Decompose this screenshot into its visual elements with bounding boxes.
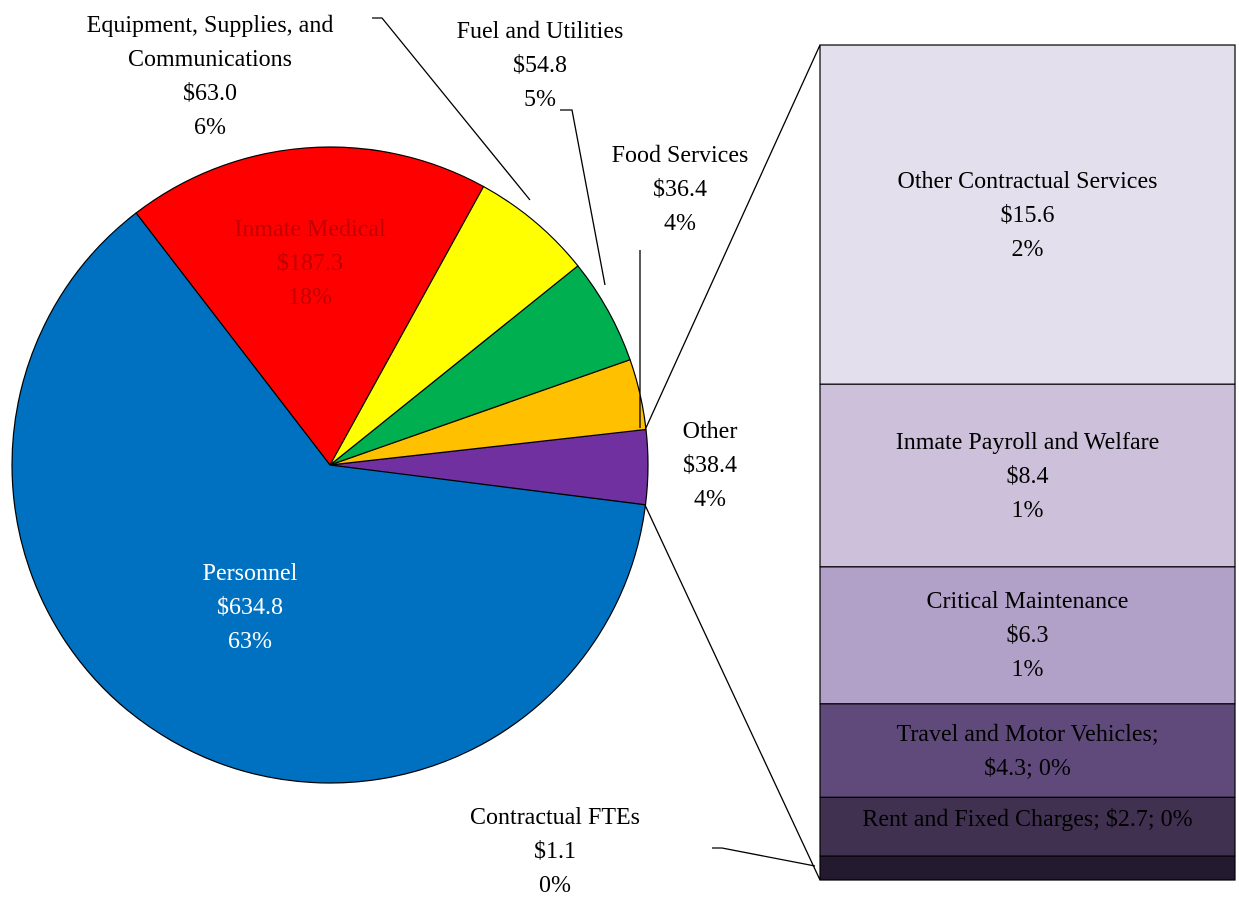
label-part: 0% xyxy=(539,872,571,898)
label-part: Contractual FTEs xyxy=(470,804,640,830)
data-label: Other Contractual Services $15.6 2% xyxy=(820,45,1235,384)
data-label-text: Other $38.4 4% xyxy=(640,414,780,524)
label-part: 63% xyxy=(228,628,272,654)
label-part: 1% xyxy=(1011,656,1044,683)
data-label-text: Food Services $36.4 4% xyxy=(560,138,800,248)
label-part: 5% xyxy=(524,86,556,112)
data-label-text: Inmate Payroll and Welfare $8.4 1% xyxy=(820,384,1235,567)
data-label: Food Services $36.4 4% xyxy=(560,138,800,248)
label-part: 1% xyxy=(1011,496,1044,523)
data-label: Fuel and Utilities $54.8 5% xyxy=(420,14,660,124)
breakdown-bar xyxy=(819,44,1236,881)
label-separator: ; xyxy=(1093,805,1106,832)
label-lines: Rent and Fixed Charges; $2.7; 0% xyxy=(862,802,1192,836)
data-label: Personnel $634.8 63% xyxy=(120,556,380,666)
label-part: $2.7 xyxy=(1105,805,1148,832)
data-label: Rent and Fixed Charges; $2.7; 0% xyxy=(820,789,1235,848)
labels: Other $38.4 4% Food Services $36.4 4% Fuel and… xyxy=(35,8,1235,901)
label-separator: ; xyxy=(1147,805,1161,832)
label-part: 0% xyxy=(1038,754,1071,781)
leader-line xyxy=(560,109,606,286)
data-label-text: Critical Maintenance $6.3 1% xyxy=(820,567,1235,704)
label-part: 6% xyxy=(194,114,226,140)
label-lines: Personnel $634.8 63% xyxy=(120,556,380,658)
label-part: 4% xyxy=(694,486,726,512)
data-label-text: Inmate Medical $187.3 18% xyxy=(170,212,450,322)
pie-slice xyxy=(11,212,647,784)
pie-slice xyxy=(135,146,485,467)
label-lines: Food Services $36.4 4% xyxy=(560,138,800,240)
label-part: $63.0 xyxy=(183,80,237,106)
label-part: $187.3 xyxy=(277,250,343,276)
data-label-text: Contractual FTEs $1.1 0% xyxy=(405,800,705,901)
label-lines: Other Contractual Services $15.6 2% xyxy=(898,164,1158,266)
connector-line xyxy=(644,44,821,431)
data-label-text: Travel and Motor Vehicles; $4.3; 0% xyxy=(888,704,1168,798)
label-part: $38.4 xyxy=(683,452,737,478)
label-part: 4% xyxy=(664,210,696,236)
label-lines: Contractual FTEs $1.1 0% xyxy=(405,800,705,901)
label-part: Fuel and Utilities xyxy=(456,18,624,44)
label-lines: Other $38.4 4% xyxy=(640,414,780,516)
label-separator: ; xyxy=(1026,754,1039,781)
data-label: Equipment, Supplies, and Communications $… xyxy=(35,8,385,140)
leader-line xyxy=(372,17,531,201)
label-part: 0% xyxy=(1160,805,1193,832)
label-lines: Fuel and Utilities $54.8 5% xyxy=(420,14,660,116)
data-label: Contractual FTEs $1.1 0% xyxy=(405,800,705,901)
bar-segment xyxy=(819,44,1236,385)
connectors xyxy=(372,17,821,881)
pie-slice xyxy=(329,185,579,466)
data-label-text: Rent and Fixed Charges; $2.7; 0% xyxy=(820,789,1235,848)
label-part: $36.4 xyxy=(653,176,707,202)
label-part: $634.8 xyxy=(217,594,283,620)
leader-line xyxy=(712,847,816,867)
data-label: Critical Maintenance $6.3 1% xyxy=(820,567,1235,704)
label-part: $15.6 xyxy=(1000,201,1055,228)
data-label-text: Equipment, Supplies, and Communications $… xyxy=(35,8,385,140)
data-label: Travel and Motor Vehicles; $4.3; 0% xyxy=(888,704,1168,798)
data-label: Inmate Medical $187.3 18% xyxy=(170,212,450,322)
label-part: 18% xyxy=(288,284,332,310)
label-part: $8.4 xyxy=(1006,462,1049,489)
label-lines: Critical Maintenance $6.3 1% xyxy=(927,584,1129,686)
label-lines: Equipment, Supplies, and Communications $… xyxy=(35,8,385,144)
connector-line xyxy=(644,504,821,881)
label-separator: ; xyxy=(1151,720,1159,747)
label-part: Critical Maintenance xyxy=(926,588,1129,615)
label-part: $6.3 xyxy=(1006,622,1049,649)
data-label: Other $38.4 4% xyxy=(640,414,780,524)
data-label-text: Other Contractual Services $15.6 2% xyxy=(820,45,1235,384)
label-part: 2% xyxy=(1011,235,1044,262)
bar-segment xyxy=(819,566,1236,705)
label-part: Rent and Fixed Charges xyxy=(862,805,1094,832)
bar-segment xyxy=(819,855,1236,881)
label-lines: Travel and Motor Vehicles; $4.3; 0% xyxy=(888,717,1168,785)
data-label-text: Personnel $634.8 63% xyxy=(120,556,380,666)
label-part: Other xyxy=(682,418,738,444)
label-part: Inmate Medical xyxy=(234,216,386,242)
bar-segment xyxy=(819,796,1236,857)
bar-segment xyxy=(819,703,1236,798)
label-lines: Inmate Medical $187.3 18% xyxy=(170,212,450,314)
label-lines: Inmate Payroll and Welfare $8.4 1% xyxy=(896,425,1160,527)
label-part: Equipment, Supplies, and Communications xyxy=(86,12,334,72)
label-part: Food Services xyxy=(611,142,749,168)
label-part: Travel and Motor Vehicles xyxy=(896,720,1152,747)
label-part: $54.8 xyxy=(513,52,567,78)
data-label: Inmate Payroll and Welfare $8.4 1% xyxy=(820,384,1235,567)
label-part: Other Contractual Services xyxy=(897,167,1158,194)
label-part: $4.3 xyxy=(984,754,1027,781)
label-part: Personnel xyxy=(202,560,298,586)
data-label-text: Fuel and Utilities $54.8 5% xyxy=(420,14,660,124)
bar-segment xyxy=(819,383,1236,568)
label-part: Inmate Payroll and Welfare xyxy=(895,428,1160,455)
label-part: $1.1 xyxy=(534,838,576,864)
pie xyxy=(11,146,649,784)
